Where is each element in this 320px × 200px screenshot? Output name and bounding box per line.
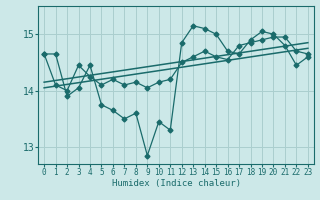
X-axis label: Humidex (Indice chaleur): Humidex (Indice chaleur)	[111, 179, 241, 188]
